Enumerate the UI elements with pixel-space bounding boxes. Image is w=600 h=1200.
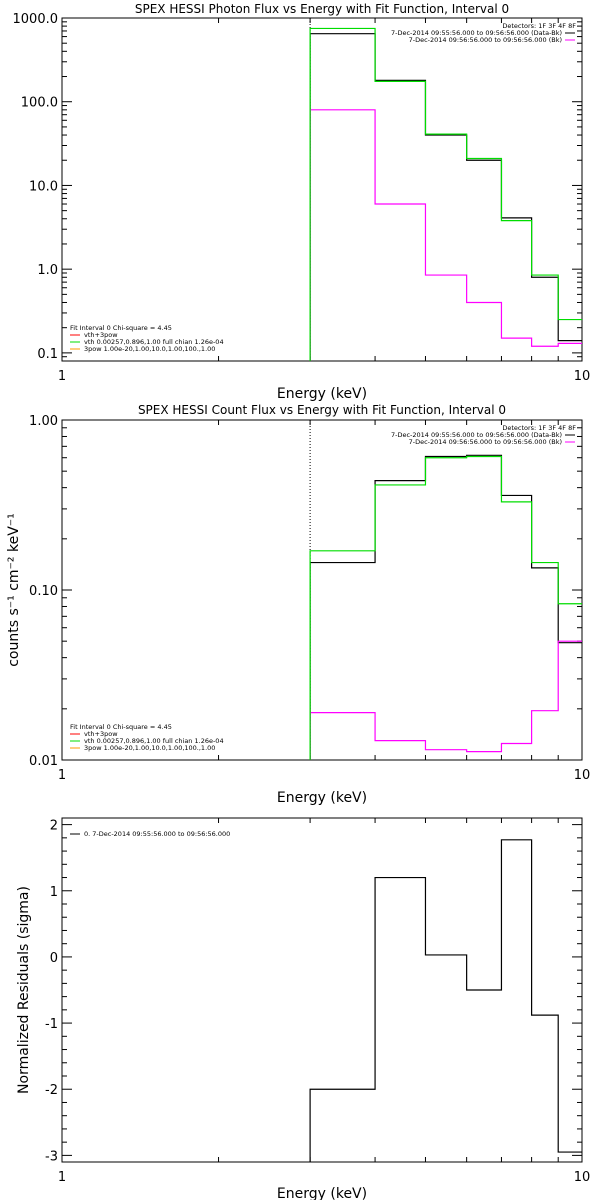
y-axis-label: Normalized Residuals (sigma) bbox=[16, 886, 32, 1094]
plot-frame bbox=[61, 817, 583, 1163]
x-tick-label: 10 bbox=[574, 369, 591, 384]
legend-entry: vth 0.00257,0.896,1.00 full chian 1.26e-… bbox=[84, 737, 224, 745]
chart-panel-3: Energy (keV) Normalized Residuals (sigma)… bbox=[16, 817, 591, 1200]
legend-entry-time-interval: 7-Dec-2014 09:56:56.000 to 09:56:56.000 … bbox=[409, 36, 562, 44]
chart-title: SPEX HESSI Photon Flux vs Energy with Fi… bbox=[135, 2, 509, 16]
x-tick-label: 1 bbox=[58, 369, 66, 384]
plot-frame bbox=[61, 419, 583, 761]
chart-panel-1: SPEX HESSI Photon Flux vs Energy with Fi… bbox=[13, 2, 591, 402]
x-tick-label: 1 bbox=[58, 768, 66, 783]
series-line-data-0 bbox=[309, 839, 582, 1162]
legend-fit-header: Fit Interval 0 Chi-square = 4.45 bbox=[70, 723, 172, 731]
legend-entry: 0. 7-Dec-2014 09:55:56.000 to 09:56:56.0… bbox=[84, 830, 230, 838]
y-axis-label: counts s⁻¹ cm⁻² keV⁻¹ bbox=[6, 513, 22, 667]
legend-entry: 3pow 1.00e-20,1.00,10.0,1.00,100.,1.00 bbox=[84, 744, 215, 752]
y-tick-label: 0 bbox=[50, 951, 58, 966]
x-axis-label: Energy (keV) bbox=[277, 1186, 367, 1200]
series-line-data-0 bbox=[309, 33, 582, 361]
x-tick-label: 10 bbox=[574, 768, 591, 783]
series-line-vth-3pow bbox=[309, 640, 582, 760]
legend-entry-time-interval: 7-Dec-2014 09:56:56.000 to 09:56:56.000 … bbox=[409, 438, 562, 446]
y-tick-label: 0.1 bbox=[37, 347, 58, 362]
y-tick-label: 10.0 bbox=[29, 179, 58, 194]
plot-frame bbox=[61, 17, 583, 362]
x-tick-label: 1 bbox=[58, 1170, 66, 1185]
series-line-data-0 bbox=[309, 454, 582, 760]
legend-entry-time-interval: 7-Dec-2014 09:55:56.000 to 09:56:56.000 … bbox=[391, 431, 562, 439]
y-tick-label: -1 bbox=[45, 1017, 58, 1032]
series-line-vth bbox=[309, 455, 582, 760]
legend-entry: vth+3pow bbox=[84, 730, 118, 738]
y-tick-label: 1 bbox=[50, 885, 58, 900]
x-axis-label: Energy (keV) bbox=[277, 386, 367, 402]
y-tick-label: 1000.0 bbox=[13, 12, 59, 27]
legend-detectors: Detectors: 1F 3F 4F 8F bbox=[502, 22, 576, 30]
x-axis-label: Energy (keV) bbox=[277, 790, 367, 806]
x-tick-label: 10 bbox=[574, 1170, 591, 1185]
legend-detectors: Detectors: 1F 3F 4F 8F bbox=[502, 424, 576, 432]
chart-panel-2: SPEX HESSI Count Flux vs Energy with Fit… bbox=[6, 403, 590, 806]
series-line-vth bbox=[309, 27, 582, 361]
y-tick-label: 1.00 bbox=[29, 414, 58, 429]
y-tick-label: 0.10 bbox=[29, 584, 58, 599]
series-line-vth-3pow bbox=[309, 109, 582, 361]
y-tick-label: -2 bbox=[45, 1083, 58, 1098]
y-tick-label: 100.0 bbox=[21, 96, 58, 111]
legend-entry-time-interval: 7-Dec-2014 09:55:56.000 to 09:56:56.000 … bbox=[391, 29, 562, 37]
legend-entry: 3pow 1.00e-20,1.00,10.0,1.00,100.,1.00 bbox=[84, 345, 215, 353]
legend-entry: vth 0.00257,0.896,1.00 full chian 1.26e-… bbox=[84, 338, 224, 346]
y-tick-label: -3 bbox=[45, 1149, 58, 1164]
y-tick-label: 2 bbox=[50, 819, 58, 834]
legend-entry: vth+3pow bbox=[84, 331, 118, 339]
legend-fit-header: Fit Interval 0 Chi-square = 4.45 bbox=[70, 324, 172, 332]
chart-title: SPEX HESSI Count Flux vs Energy with Fit… bbox=[138, 403, 506, 417]
y-tick-label: 0.01 bbox=[29, 754, 58, 769]
y-tick-label: 1.0 bbox=[37, 263, 58, 278]
